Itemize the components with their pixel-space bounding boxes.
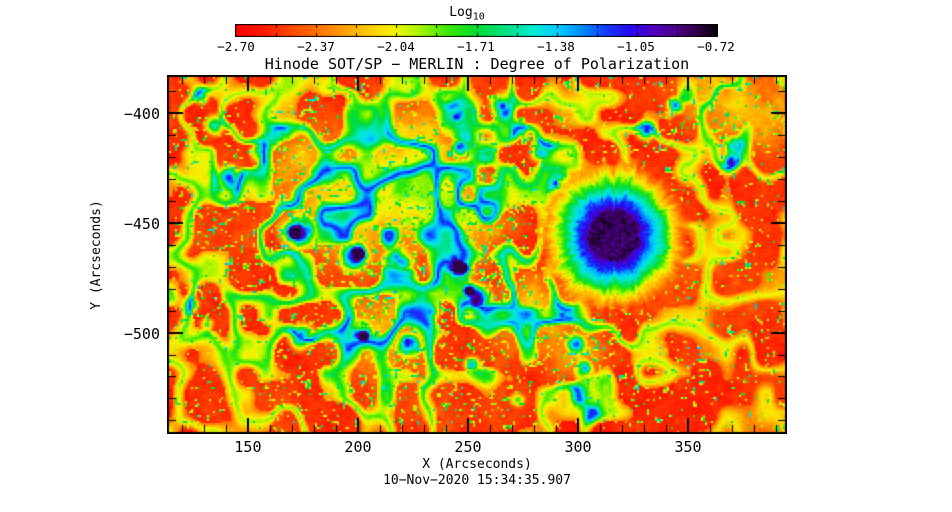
colorbar-tick-label: −1.71 <box>457 39 495 54</box>
x-axis-label: X (Arcseconds) <box>422 457 532 472</box>
colorbar-title-subscript: 10 <box>472 11 485 23</box>
x-tick-label: 350 <box>674 438 702 456</box>
colorbar-tick-label: −0.72 <box>697 39 735 54</box>
y-tick-label: −400 <box>123 104 160 123</box>
colorbar-title: Log10 <box>407 5 527 23</box>
y-tick-label: −500 <box>123 324 160 343</box>
x-tick-label: 250 <box>454 438 482 456</box>
x-tick-label: 200 <box>344 438 372 456</box>
plot-title: Hinode SOT/SP − MERLIN : Degree of Polar… <box>264 55 690 73</box>
date-label: 10−Nov−2020 15:34:35.907 <box>383 473 571 488</box>
colorbar-tick-label: −2.70 <box>217 39 255 54</box>
colorbar-tick-label: −2.37 <box>297 39 335 54</box>
colorbar-tick-label: −1.05 <box>617 39 655 54</box>
y-tick-label: −450 <box>123 214 160 233</box>
colorbar-tick-label: −2.04 <box>377 39 415 54</box>
colorbar-tick-label: −1.38 <box>537 39 575 54</box>
colorbar <box>235 24 718 37</box>
heatmap-image <box>167 75 787 434</box>
colorbar-title-text: Log <box>449 5 473 20</box>
x-tick-label: 150 <box>234 438 262 456</box>
x-tick-label: 300 <box>564 438 592 456</box>
